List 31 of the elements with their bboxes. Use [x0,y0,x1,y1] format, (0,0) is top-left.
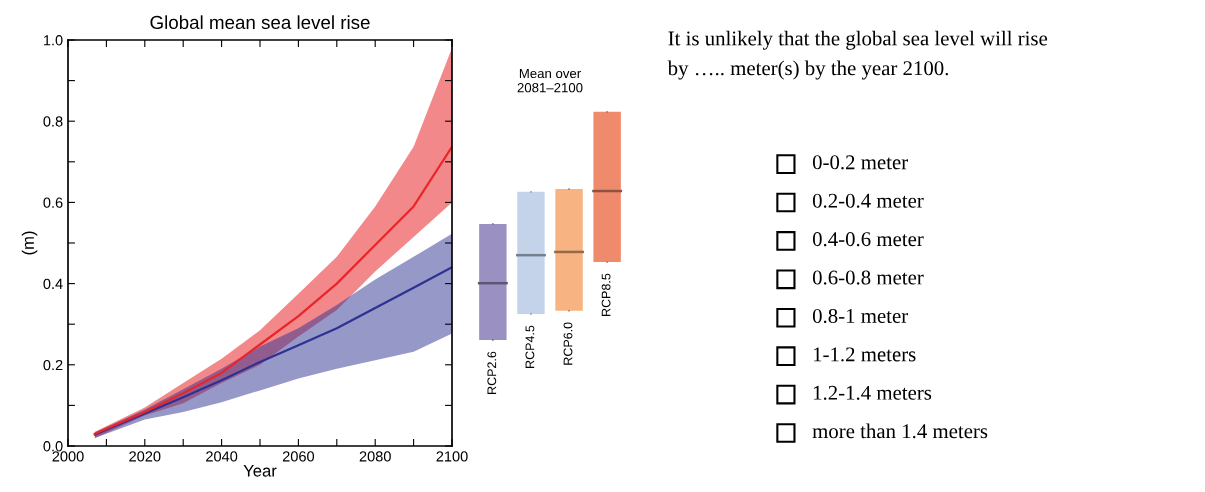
text: 0-0.2 meter [812,155,908,170]
x-tick-label: RCP6.0 [563,322,573,365]
x-tick-label: RCP4.5 [525,325,535,368]
text: 0.4-0.6 meter [812,232,924,247]
y-tick-label: 1.0 [43,35,63,46]
text: It is unlikely that the global sea level will rise by ….. meter(s) by the year 2100. [667,30,1048,80]
x-axis-title: Year [243,465,277,477]
text: 1-1.2 meters [813,347,916,362]
y-tick-label: 0.4 [43,278,63,290]
y-axis-title: (m) [21,231,38,255]
y-tick-label: 0.2 [43,359,63,371]
x-tick-label: RCP8.5 [601,273,611,316]
text: 0.6-0.8 meter [812,270,924,285]
y-tick-label: 0.6 [43,197,63,208]
text: 1.2-1.4 meters [813,385,932,400]
x-tick-label: 2100 [436,451,468,462]
x-tick-label: 2060 [282,451,315,462]
line-series [93,145,452,435]
x-tick-label: 2020 [129,451,161,462]
text: Mean over 2081–2100 [517,68,583,93]
x-tick-label: 2000 [52,451,84,462]
y-tick-label: 0.0 [43,441,63,452]
x-tick-label: RCP2.6 [487,351,497,394]
x-tick-label: 2080 [359,451,391,462]
x-tick-label: 2040 [206,451,238,462]
y-tick-label: 0.8 [43,116,63,127]
text: 0.8-1 meter [812,308,908,324]
text: more than 1.4 meters [812,423,988,439]
text: 0.2-0.4 meter [812,193,924,208]
line-series [93,266,452,436]
chart-title: Global mean sea level rise [150,15,370,30]
